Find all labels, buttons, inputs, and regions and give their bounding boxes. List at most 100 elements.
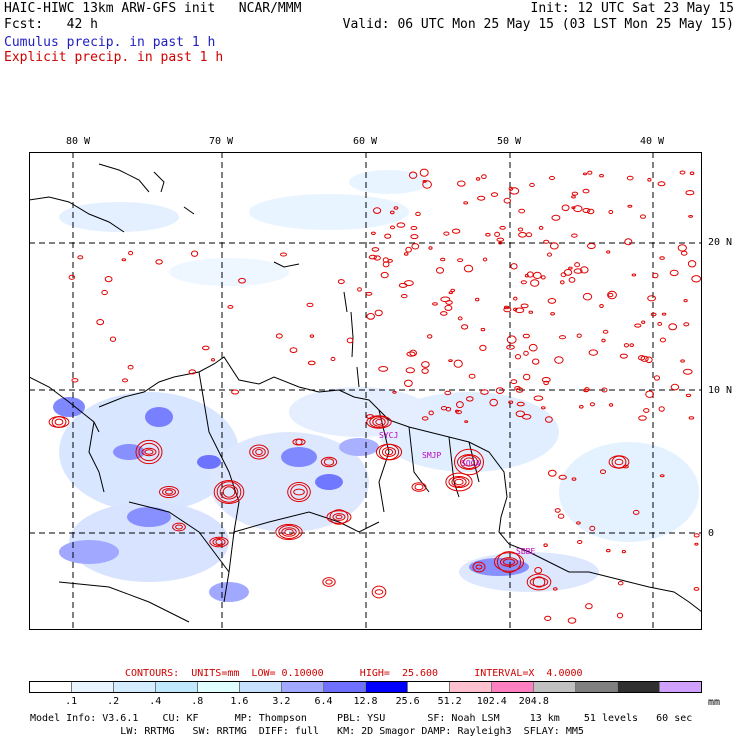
explicit-contour [371,231,376,236]
explicit-contour [457,258,464,263]
explicit-contour [475,177,481,181]
explicit-contour [530,279,540,287]
explicit-contour [463,457,475,467]
explicit-legend: Explicit precip. in past 1 h [4,50,224,65]
colorbar-tick: .8 [191,696,204,707]
explicit-contour [489,398,499,407]
explicit-contour [427,334,433,339]
explicit-contour [683,368,693,375]
explicit-contour [543,239,550,244]
explicit-contour [557,513,565,519]
explicit-contour [623,343,630,348]
explicit-contour [545,416,553,423]
contour-info: CONTOURS: UNITS=mm LOW= 0.10000 HIGH= 25… [125,668,583,679]
explicit-contour [54,418,64,426]
model-info-line1: Model Info: V3.6.1 CU: KF MP: Thompson P… [30,713,693,724]
explicit-contour [450,288,456,293]
explicit-contour [533,395,544,401]
explicit-contour [560,280,565,285]
colorbar-tick: 3.2 [272,696,291,707]
explicit-contour [337,279,345,285]
explicit-contour [652,272,659,279]
explicit-contour [162,488,176,496]
explicit-contour [68,274,75,280]
explicit-contour [448,476,470,488]
explicit-contour [510,263,518,270]
explicit-contour [553,587,558,591]
explicit-contour [680,359,685,363]
explicit-contour [601,338,606,343]
cumulus-patch [289,387,429,437]
explicit-contour [510,379,518,385]
explicit-contour [657,181,666,187]
colorbar-swatch [282,682,324,692]
explicit-contour [365,291,373,296]
explicit-contour [307,360,316,366]
explicit-contour [453,359,463,368]
explicit-contour [608,209,614,215]
explicit-contour [472,561,486,573]
border [378,409,390,513]
explicit-contour [432,302,438,306]
explicit-contour [451,477,467,487]
cumulus-patch [113,444,145,460]
explicit-contour [558,474,567,480]
explicit-contour [375,419,383,425]
explicit-contour [626,175,634,181]
explicit-contour [544,615,552,621]
explicit-contour [568,277,576,283]
coast-island [350,311,354,358]
explicit-contour [599,304,604,308]
explicit-contour [659,474,665,478]
explicit-contour [622,464,629,469]
explicit-contour [485,232,491,237]
explicit-contour [643,408,650,413]
explicit-contour [421,368,429,374]
colorbar-tick: .4 [149,696,162,707]
explicit-contour [411,482,427,492]
explicit-contour [48,416,70,428]
colorbar-tick: 6.4 [314,696,333,707]
explicit-contour [104,276,113,283]
explicit-contour [658,406,665,412]
explicit-contour [583,388,589,393]
explicit-contour [685,190,695,196]
cumulus-patch [59,540,119,564]
explicit-contour [571,206,576,209]
lon-label: 70 W [209,136,234,147]
explicit-contour [454,448,484,476]
explicit-contour [456,401,464,409]
explicit-contour [499,557,519,567]
explicit-contour [496,551,522,573]
explicit-contour [121,258,127,262]
explicit-contour [585,603,593,610]
explicit-contour [393,206,399,210]
explicit-contour [508,400,514,404]
explicit-contour [638,415,647,421]
explicit-contour [440,311,448,316]
explicit-contour [366,313,376,320]
explicit-contour [409,349,418,357]
explicit-contour [293,488,305,496]
explicit-contour [428,410,434,416]
explicit-contour [477,195,486,201]
explicit-contour [549,175,555,181]
explicit-contour [526,573,552,591]
explicit-contour [435,267,445,274]
coast-island [356,366,360,388]
coast-island [343,291,348,313]
explicit-contour [645,390,654,398]
explicit-contour [422,180,427,183]
explicit-contour [606,250,611,254]
explicit-contour [547,298,557,304]
explicit-contour [421,361,430,368]
coast-colombia-west [88,421,105,493]
explicit-contour [101,289,108,296]
explicit-contour [141,447,157,457]
coast-island [183,206,195,215]
explicit-contour [677,244,687,252]
explicit-contour [445,472,473,492]
explicit-contour [502,558,516,566]
colorbar-swatch [114,682,156,692]
explicit-contour [481,174,487,180]
